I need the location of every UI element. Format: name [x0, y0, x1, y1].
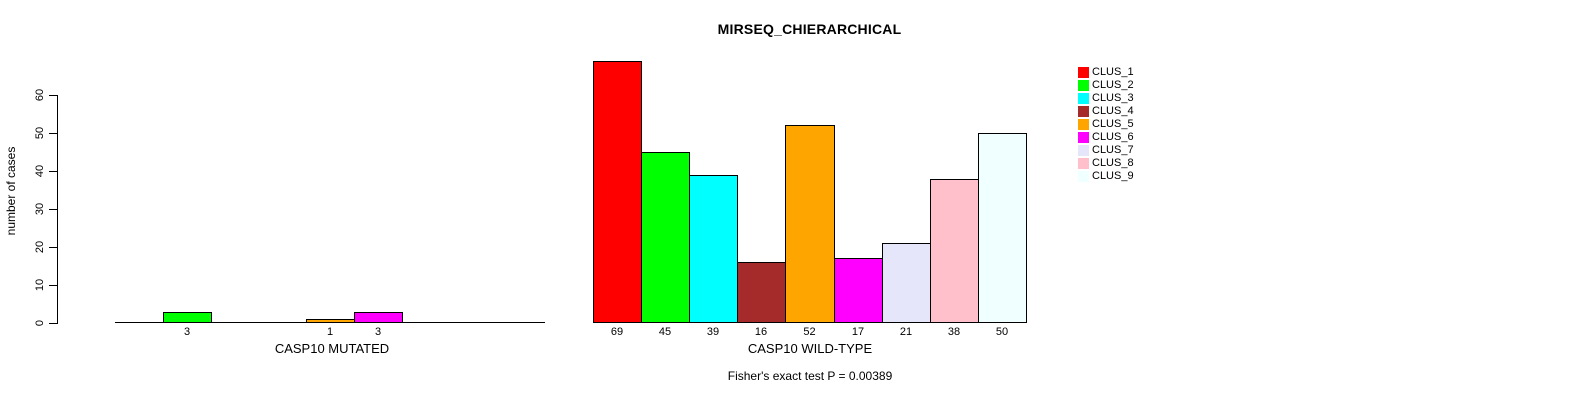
x-axis-label-mutated: CASP10 MUTATED	[274, 341, 390, 356]
legend-swatch	[1078, 132, 1089, 143]
y-tick-label: 40	[34, 164, 46, 178]
legend-label: CLUS_8	[1092, 157, 1134, 169]
y-tick-label: 60	[34, 88, 46, 102]
y-tick-label: 10	[34, 278, 46, 292]
legend-swatch	[1078, 171, 1089, 182]
bar	[978, 133, 1027, 323]
bar	[593, 61, 642, 323]
y-axis-title: number of cases	[4, 146, 18, 236]
legend-swatch	[1078, 93, 1089, 104]
fisher-test-annotation: Fisher's exact test P = 0.00389	[727, 369, 893, 383]
bar	[306, 319, 355, 323]
y-tick	[49, 171, 57, 172]
legend-swatch	[1078, 106, 1089, 117]
bar-label: 17	[851, 326, 865, 338]
legend-label: CLUS_1	[1092, 66, 1134, 78]
bar-label: 1	[326, 326, 334, 338]
bar	[882, 243, 931, 323]
bar	[641, 152, 690, 323]
y-tick-label: 20	[34, 240, 46, 254]
y-tick-label: 0	[34, 319, 46, 327]
bar	[785, 125, 835, 323]
bar-label: 3	[374, 326, 382, 338]
y-tick	[49, 133, 57, 134]
legend-swatch	[1078, 80, 1089, 91]
y-tick	[49, 209, 57, 210]
legend-swatch	[1078, 145, 1089, 156]
legend-swatch	[1078, 119, 1089, 130]
bar	[163, 312, 212, 323]
bar	[930, 179, 979, 323]
x-axis-label-wildtype: CASP10 WILD-TYPE	[747, 341, 873, 356]
bar-label: 50	[995, 326, 1009, 338]
bar	[354, 312, 403, 323]
y-tick-label: 50	[34, 126, 46, 140]
bar	[737, 262, 786, 323]
y-tick	[49, 247, 57, 248]
legend-label: CLUS_2	[1092, 79, 1134, 91]
chart-title: MIRSEQ_CHIERARCHICAL	[717, 21, 902, 37]
bar-label: 38	[947, 326, 961, 338]
y-tick	[49, 285, 57, 286]
bar-label: 21	[899, 326, 913, 338]
legend-label: CLUS_5	[1092, 118, 1134, 130]
y-tick-label: 30	[34, 202, 46, 216]
bar-label: 16	[754, 326, 768, 338]
legend-swatch	[1078, 158, 1089, 169]
bar-label: 45	[658, 326, 672, 338]
bar	[834, 258, 883, 323]
legend-label: CLUS_9	[1092, 170, 1134, 182]
bar-label: 3	[183, 326, 191, 338]
bar-label: 69	[610, 326, 624, 338]
bar	[689, 175, 738, 323]
y-tick	[49, 323, 57, 324]
legend-swatch	[1078, 67, 1089, 78]
y-tick	[49, 95, 57, 96]
legend-label: CLUS_3	[1092, 92, 1134, 104]
legend-label: CLUS_6	[1092, 131, 1134, 143]
y-axis-line	[57, 95, 58, 324]
bar-label: 39	[706, 326, 720, 338]
legend-label: CLUS_4	[1092, 105, 1134, 117]
bar-label: 52	[803, 326, 816, 338]
legend-label: CLUS_7	[1092, 144, 1134, 156]
